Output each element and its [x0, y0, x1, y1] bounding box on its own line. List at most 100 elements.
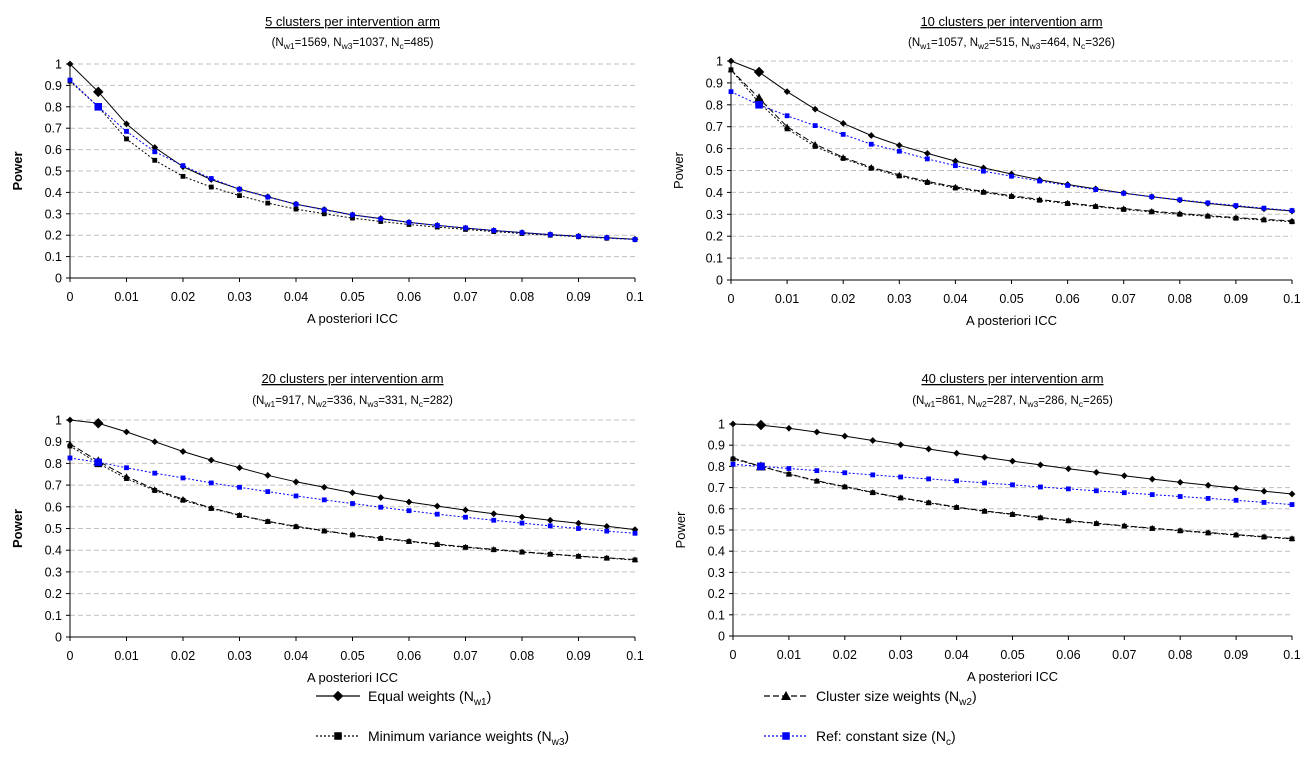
subtitle-subscript: w3 — [1029, 41, 1041, 51]
data-point — [66, 416, 74, 424]
y-tick-label: 0.6 — [706, 142, 723, 156]
data-point — [350, 501, 355, 506]
chart-subtitle: (Nw1​=1569, Nw3​=1037, Nc​=485) — [272, 37, 434, 51]
data-point — [604, 235, 610, 241]
subtitle-subscript: w2 — [315, 399, 327, 409]
x-tick-label: 0.05 — [340, 290, 364, 304]
x-tick-label: 0.05 — [340, 649, 364, 663]
y-tick-label: 0 — [716, 274, 723, 288]
data-point — [152, 470, 158, 476]
series-equal — [729, 419, 1296, 498]
data-point — [953, 449, 960, 457]
x-tick-label: 0.07 — [1112, 648, 1136, 662]
data-point — [434, 222, 440, 228]
data-point — [237, 484, 242, 490]
y-tick-label: 0.1 — [708, 608, 725, 622]
data-point — [207, 456, 215, 464]
x-tick-label: 0.08 — [1168, 648, 1192, 662]
data-point — [1232, 484, 1240, 492]
subtitle-text: =282) — [423, 395, 453, 407]
series-ref — [67, 77, 638, 242]
data-point — [1204, 481, 1212, 489]
y-tick-label: 0.3 — [708, 566, 725, 580]
data-point — [814, 478, 820, 484]
data-point — [784, 113, 790, 119]
subtitle-text: =326) — [1085, 37, 1115, 49]
data-point — [1177, 197, 1183, 203]
data-point — [1038, 484, 1043, 490]
y-tick-label: 0.3 — [45, 565, 62, 579]
y-tick-label: 0.7 — [45, 479, 62, 493]
x-tick-label: 0.03 — [227, 649, 251, 663]
y-tick-label: 0.5 — [706, 164, 723, 178]
data-point — [1037, 178, 1042, 184]
data-point — [406, 219, 412, 225]
y-tick-label: 0.2 — [45, 229, 62, 243]
data-point — [1261, 205, 1267, 211]
data-point — [1065, 201, 1070, 206]
y-tick-label: 0.7 — [708, 481, 725, 495]
data-point — [123, 428, 130, 436]
data-point — [812, 144, 818, 149]
y-tick-label: 0.1 — [706, 252, 723, 266]
data-point — [1260, 487, 1268, 495]
data-point — [953, 185, 958, 191]
y-tick-label: 0.3 — [45, 207, 62, 221]
x-tick-label: 0.02 — [833, 648, 857, 662]
series-equal — [727, 57, 1296, 215]
y-tick-label: 0.3 — [706, 208, 723, 222]
subtitle-text: (N — [908, 37, 920, 49]
y-tick-label: 1 — [55, 58, 62, 72]
x-tick-label: 0 — [730, 648, 737, 662]
subtitle-subscript: w3 — [366, 399, 378, 409]
data-point — [1289, 219, 1295, 225]
subtitle-subscript: w3 — [1026, 399, 1038, 409]
data-point — [868, 165, 874, 171]
subtitle-text: (N — [912, 395, 924, 407]
y-tick-label: 0.8 — [706, 98, 723, 112]
data-point — [870, 472, 876, 478]
data-point — [1093, 187, 1099, 192]
x-tick-label: 0.08 — [510, 290, 534, 304]
subtitle-text: =287, N — [987, 395, 1028, 407]
subtitle-text: =515, N — [989, 37, 1030, 49]
data-point — [980, 164, 987, 172]
legend-item-ref: Ref: constant size (Nc) — [764, 728, 956, 748]
data-point — [208, 506, 214, 511]
data-point — [1037, 461, 1044, 469]
chart-title: 5 clusters per intervention arm — [265, 14, 440, 29]
data-point — [180, 173, 186, 179]
data-point — [603, 522, 611, 530]
data-point — [433, 502, 441, 510]
data-point — [1261, 217, 1267, 223]
x-tick-label: 0.07 — [453, 290, 477, 304]
x-tick-label: 0.06 — [397, 290, 421, 304]
data-point — [94, 103, 102, 111]
data-point — [321, 528, 327, 534]
y-tick-label: 0.5 — [45, 522, 62, 536]
y-tick-label: 0.8 — [45, 457, 62, 471]
x-tick-label: 0.02 — [171, 649, 195, 663]
data-point — [814, 468, 820, 474]
data-point — [377, 494, 385, 501]
data-point — [869, 437, 877, 444]
data-point — [1121, 523, 1127, 529]
data-point — [378, 504, 384, 510]
legend-item-cluster: Cluster size weights (Nw2) — [764, 688, 977, 708]
data-point — [1066, 486, 1071, 492]
series-minvar — [67, 78, 638, 242]
data-point — [783, 88, 791, 96]
data-point — [811, 105, 819, 113]
data-point — [730, 461, 736, 467]
y-tick-label: 0.7 — [706, 120, 723, 134]
legend-label: Minimum variance weights (Nw3) — [368, 728, 569, 748]
y-tick-label: 0 — [718, 630, 725, 644]
x-tick-label: 0.01 — [114, 649, 138, 663]
data-point — [518, 513, 526, 521]
data-point — [434, 542, 440, 547]
data-point — [813, 428, 821, 436]
data-point — [67, 455, 73, 461]
x-tick-label: 0.06 — [1056, 648, 1080, 662]
data-point — [1177, 494, 1183, 499]
data-point — [839, 120, 847, 127]
